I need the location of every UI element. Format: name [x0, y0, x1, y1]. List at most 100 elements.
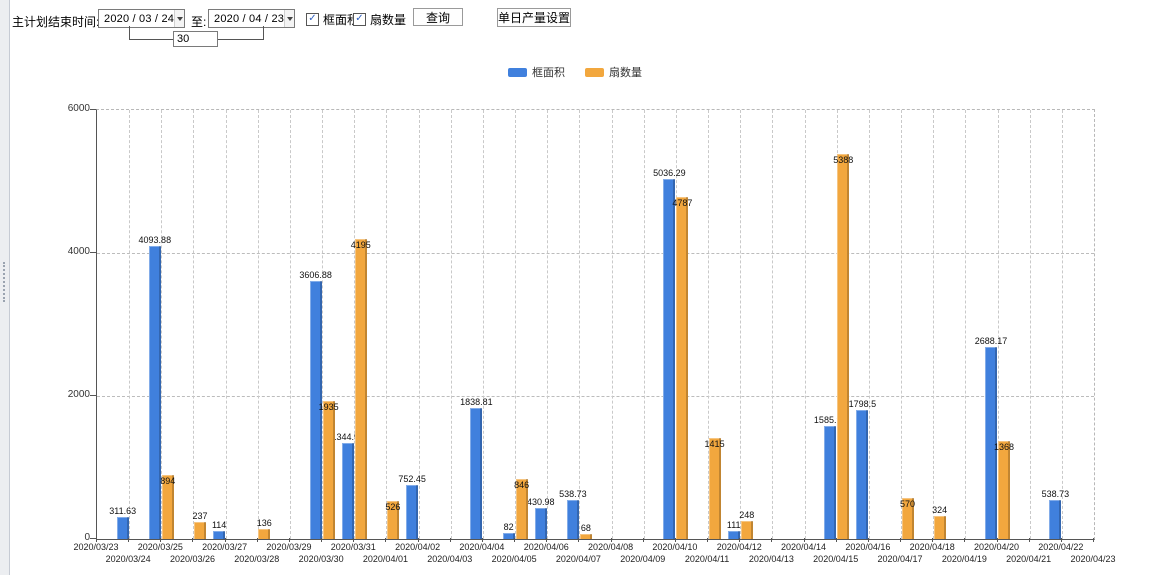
frame-area-bar	[1049, 500, 1062, 539]
x-axis-tick	[192, 538, 194, 542]
x-axis-label: 2020/04/18	[909, 542, 955, 552]
bar-value-label: 1415	[704, 438, 725, 449]
x-axis-label: 2020/04/09	[620, 554, 666, 564]
frame-area-bar	[534, 508, 547, 539]
x-gridline	[1029, 110, 1031, 539]
x-gridline	[257, 110, 259, 539]
legend: 框面积 扇数量	[0, 64, 1150, 80]
x-axis-label: 2020/04/08	[588, 542, 634, 552]
x-axis-label: 2020/04/02	[395, 542, 441, 552]
legend-swatch-icon	[508, 67, 527, 77]
x-axis-label: 2020/03/26	[169, 554, 215, 564]
chevron-down-icon	[286, 16, 293, 21]
x-axis-label: 2020/04/12	[716, 542, 762, 552]
legend-item[interactable]: 框面积	[508, 64, 565, 80]
y-gridline	[97, 396, 1094, 397]
checkbox-box: ✓	[353, 13, 366, 26]
x-axis-label: 2020/04/13	[748, 554, 794, 564]
bar-value-label: 4195	[350, 240, 371, 251]
x-axis-tick	[964, 538, 966, 542]
x-axis-label: 2020/03/29	[266, 542, 312, 552]
x-axis-tick	[578, 538, 580, 542]
bar-value-label: 114	[211, 519, 227, 530]
bar-value-label: 538.73	[559, 489, 587, 500]
bar-value-label: 526	[385, 502, 401, 513]
splitter-handle[interactable]	[3, 262, 8, 302]
frame-area-bar	[985, 346, 998, 539]
x-axis-label: 2020/04/23	[1070, 554, 1116, 564]
fan-count-bar	[998, 441, 1011, 539]
frame-area-bar	[727, 531, 740, 539]
x-gridline	[804, 110, 806, 539]
bar-value-label: 136	[256, 518, 272, 529]
bar-value-label: 5388	[833, 154, 854, 165]
bar-value-label: 324	[932, 504, 948, 515]
fan-count-checkbox[interactable]: ✓ 扇数量	[353, 11, 406, 28]
x-axis-tick	[160, 538, 162, 542]
x-axis-tick	[674, 538, 676, 542]
bar-value-label: 82	[503, 522, 514, 533]
x-axis-label: 2020/04/01	[362, 554, 408, 564]
x-axis-tick	[1028, 538, 1030, 542]
y-axis-tick	[90, 538, 96, 539]
checkbox-box: ✓	[306, 13, 319, 26]
y-axis-label: 4000	[67, 246, 90, 257]
x-gridline	[997, 110, 999, 539]
x-axis-tick	[256, 538, 258, 542]
plot-area: 311.63 4093.88 114 3606.88 1344.95 752.45 1838…	[96, 109, 1095, 540]
x-axis-tick	[514, 538, 516, 542]
fan-count-bar	[933, 515, 946, 539]
x-gridline	[901, 110, 903, 539]
x-gridline	[418, 110, 420, 539]
x-axis-tick	[288, 538, 290, 542]
daily-output-settings-button[interactable]: 单日产量设置	[497, 8, 571, 27]
query-button[interactable]: 查询	[413, 8, 463, 26]
x-axis-tick	[449, 538, 451, 542]
y-axis-label: 0	[84, 532, 90, 543]
bar-value-label: 752.45	[398, 474, 426, 485]
x-axis-label: 2020/03/24	[105, 554, 151, 564]
x-axis-label: 2020/04/17	[877, 554, 923, 564]
fan-count-bar	[258, 529, 271, 539]
x-gridline	[129, 110, 131, 539]
x-gridline	[225, 110, 227, 539]
start-date-dropdown-button[interactable]	[174, 10, 184, 27]
x-gridline	[772, 110, 774, 539]
x-axis-tick	[900, 538, 902, 542]
bar-value-label: 248	[739, 510, 755, 521]
x-gridline	[740, 110, 742, 539]
y-axis-tick	[90, 252, 96, 253]
frame-area-bar	[502, 533, 515, 539]
bar-value-label: 4093.88	[138, 235, 172, 246]
x-axis-label: 2020/04/07	[555, 554, 601, 564]
interval-days-input[interactable]: 30	[173, 31, 218, 47]
connector-line	[263, 26, 264, 40]
end-date-dropdown-button[interactable]	[284, 10, 294, 27]
x-axis-label: 2020/04/10	[652, 542, 698, 552]
x-gridline	[611, 110, 613, 539]
bar-value-label: 237	[192, 511, 208, 522]
x-axis-label: 2020/04/04	[459, 542, 505, 552]
x-axis-tick	[417, 538, 419, 542]
frame-area-bar	[213, 530, 226, 539]
x-axis-tick	[739, 538, 741, 542]
y-axis-label: 6000	[67, 103, 90, 114]
start-date-picker[interactable]: 2020 / 03 / 24	[98, 9, 185, 28]
x-gridline	[322, 110, 324, 539]
frame-area-checkbox[interactable]: ✓ 框面积	[306, 11, 359, 28]
end-date-picker[interactable]: 2020 / 04 / 23	[208, 9, 295, 28]
x-axis-label: 2020/04/16	[845, 542, 891, 552]
x-axis-label: 2020/04/15	[813, 554, 859, 564]
x-axis-label: 2020/04/14	[781, 542, 827, 552]
bar-value-label: 5036.29	[653, 167, 686, 178]
legend-item[interactable]: 扇数量	[585, 64, 642, 80]
x-gridline	[643, 110, 645, 539]
fan-count-bar	[579, 534, 592, 539]
legend-swatch-icon	[585, 67, 604, 77]
window-edge	[0, 0, 10, 575]
to-label: 至:	[191, 15, 207, 29]
x-axis-tick	[835, 538, 837, 542]
fan-count-bar	[740, 521, 753, 539]
x-axis-tick	[771, 538, 773, 542]
bar-value-label: 4787	[672, 197, 693, 208]
